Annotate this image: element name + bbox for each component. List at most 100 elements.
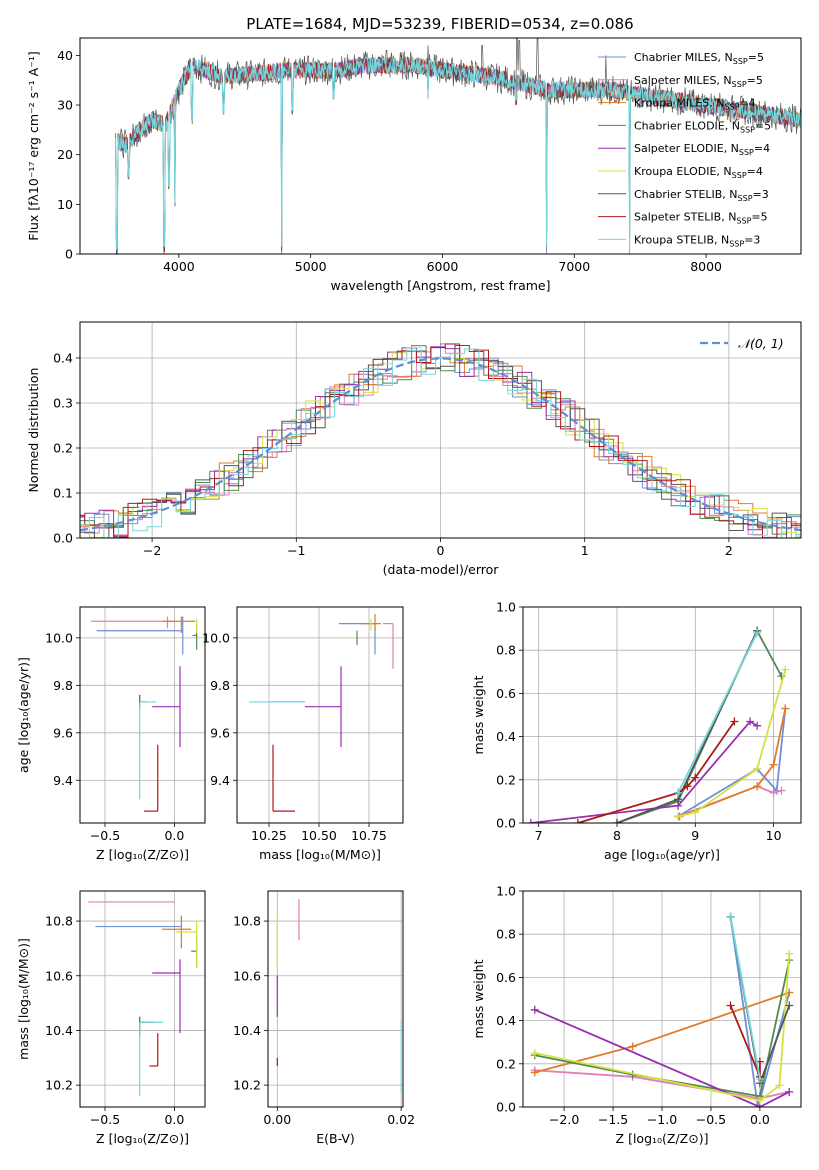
point-marker-chabrier_stelib [785, 1001, 794, 1010]
axes-frame [79, 37, 802, 255]
x-tick-label: 10 [766, 828, 782, 843]
x-tick-label: −1.5 [598, 1112, 628, 1127]
y-tick-label: 10.4 [233, 1023, 261, 1038]
point-marker-kroupa_elodie [755, 1096, 764, 1105]
legend-sub: SSP [739, 148, 754, 157]
legend-sub: SSP [740, 125, 755, 134]
point-marker-kroupa_stelib [755, 1074, 764, 1083]
point-marker-chabrier_miles [753, 1103, 762, 1107]
axes-frame [267, 890, 404, 1108]
y-tick-label: 20 [57, 147, 73, 162]
point-marker-kroupa_elodie [691, 808, 700, 817]
axes-frame [79, 606, 206, 824]
y-axis-label: age [log₁₀(age/yr)] [16, 657, 31, 773]
y-tick-label: 0.6 [496, 686, 516, 701]
point-marker-salpeter_miles [777, 786, 786, 795]
series-line-salpeter_elodie [534, 1008, 790, 1107]
series-line-kroupa_stelib [677, 632, 758, 794]
y-tick-label: 0.4 [53, 351, 73, 366]
x-tick-label: 0.0 [750, 1112, 770, 1127]
x-tick-label: 4000 [163, 259, 195, 274]
x-axis-label: mass [log₁₀(M/M⊙)] [259, 847, 381, 862]
legend-text: Kroupa MILES, N [634, 97, 724, 110]
point-marker-kroupa_miles [753, 782, 762, 791]
legend-n: =3 [753, 188, 769, 201]
legend-n: =4 [747, 165, 763, 178]
x-tick-label: −0.5 [90, 1112, 120, 1127]
legend-text: Kroupa STELIB, N [634, 233, 729, 246]
legend-text: Kroupa ELODIE, N [634, 165, 732, 178]
x-axis-label: (data-model)/error [383, 562, 500, 577]
panel-weight_vs_age: 7 8 9 10 0.0 0.2 0.4 0.6 0.8 1.0 age [log₁₀(age/yr… [471, 600, 802, 862]
point-marker-salpeter_stelib [691, 773, 700, 782]
x-tick-label: −0.5 [90, 828, 120, 843]
y-tick-label: 0.6 [496, 970, 516, 985]
series-line-kroupa_miles [679, 708, 787, 818]
x-tick-label: 0 [437, 543, 445, 558]
point-marker-kroupa_elodie [775, 1081, 784, 1090]
y-tick-label: 10.8 [233, 914, 261, 929]
point-marker-kroupa_miles [628, 1042, 637, 1051]
spectrum-line-kroupa_stelib [115, 56, 801, 251]
legend-sub: SSP [729, 239, 744, 248]
series-line-chabrier_miles [677, 708, 787, 818]
y-tick-label: 10.2 [45, 1078, 73, 1093]
legend-label-chabrier_elodie: Chabrier ELODIE, NSSP=5 [634, 119, 771, 134]
point-marker-salpeter_elodie [530, 1005, 539, 1014]
x-tick-label: 10.50 [301, 828, 337, 843]
legend-n: =3 [744, 233, 760, 246]
legend-text: Chabrier MILES, N [634, 51, 733, 64]
plot-area-weight_vs_Z [530, 912, 794, 1107]
x-axis-label: age [log₁₀(age/yr)] [604, 847, 720, 862]
x-tick-label: −0.5 [696, 1112, 726, 1127]
y-tick-label: 10.2 [233, 1078, 261, 1093]
panel-age_vs_mass: 10.25 10.50 10.75 9.4 9.6 9.8 10.0 mass [log₁₀(… [202, 606, 404, 862]
point-marker-salpeter_miles [769, 788, 778, 797]
panel-residuals: −2 −1 0 1 2 0.0 0.1 0.2 0.3 0.4 (data-model)/error… [26, 321, 802, 577]
panel-mass_vs_Z: −0.5 0.0 10.2 10.4 10.6 10.8 Z [log₁₀(Z/Z⊙)] ma… [16, 890, 206, 1146]
legend-n: =5 [751, 211, 767, 224]
x-tick-label: 0.0 [164, 1112, 184, 1127]
y-tick-label: 9.6 [53, 725, 73, 740]
y-tick-label: 10.0 [45, 630, 73, 645]
x-tick-label: 2 [725, 543, 733, 558]
y-tick-label: 9.4 [210, 773, 230, 788]
plot-area-age_vs_Z [91, 616, 198, 812]
point-marker-chabrier_stelib [612, 819, 621, 823]
series-line-kroupa_stelib [729, 916, 761, 1080]
y-tick-label: 9.8 [53, 678, 73, 693]
y-tick-label: 0.8 [496, 927, 516, 942]
x-tick-label: −1 [287, 543, 305, 558]
x-tick-label: 0.0 [164, 828, 184, 843]
y-tick-label: 40 [57, 48, 73, 63]
y-tick-label: 0.2 [496, 772, 516, 787]
spectrum-line-salpeter_stelib [115, 56, 801, 253]
x-axis-label: E(B-V) [316, 1131, 355, 1146]
legend-label-salpeter_elodie: Salpeter ELODIE, NSSP=4 [634, 142, 770, 157]
plot-area-spectrum [115, 38, 801, 254]
point-marker-kroupa_stelib [726, 912, 735, 921]
axes-frame [236, 606, 404, 824]
x-tick-label: 5000 [295, 259, 327, 274]
gaussian-reference-line [80, 357, 801, 532]
y-tick-label: 0.4 [496, 1013, 516, 1028]
x-tick-label: −2 [143, 543, 161, 558]
histogram-salpeter_miles [80, 346, 801, 538]
y-axis-label: mass [log₁₀(M/M⊙)] [16, 938, 31, 1060]
x-tick-label: 1 [581, 543, 589, 558]
figure-title: PLATE=1684, MJD=53239, FIBERID=0534, z=0… [246, 15, 633, 33]
plot-area-mass_vs_ebv [276, 899, 402, 1094]
plot-area-age_vs_mass [249, 614, 394, 812]
y-tick-label: 10.0 [202, 630, 230, 645]
x-tick-label: 8 [613, 828, 621, 843]
series-line-chabrier_elodie [534, 959, 791, 1098]
y-tick-label: 9.6 [210, 725, 230, 740]
y-axis-label: mass weight [471, 959, 486, 1038]
y-tick-label: 10 [57, 197, 73, 212]
x-tick-label: 6000 [427, 259, 459, 274]
x-tick-label: 7000 [558, 259, 590, 274]
y-axis-label: Flux [fλ10⁻¹⁷ erg cm⁻² s⁻¹ A⁻¹] [26, 51, 41, 240]
legend-label-gaussian: 𝒩(0, 1) [738, 336, 784, 351]
x-tick-label: −2.0 [549, 1112, 579, 1127]
y-tick-label: 1.0 [496, 600, 516, 615]
